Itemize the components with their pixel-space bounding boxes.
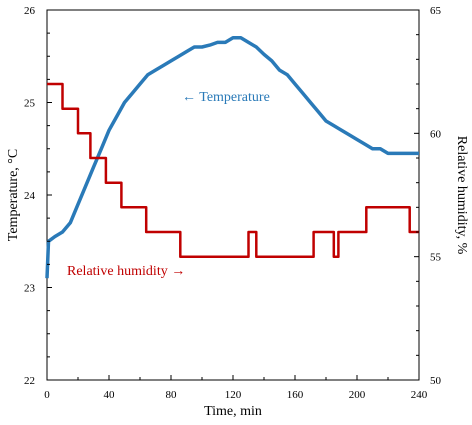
y-left-tick-label: 24 bbox=[24, 190, 36, 202]
plot-area bbox=[46, 9, 420, 381]
x-tick-label: 40 bbox=[104, 389, 116, 401]
temperature-series-line bbox=[45, 36, 419, 279]
humidity-annotation: Relative humidity → bbox=[67, 264, 185, 279]
axis-layer: 0 40 80 120 160 200 240 22 23 24 25 26 50 55 60 65 Time,… bbox=[6, 5, 469, 419]
x-axis-title: Time, min bbox=[204, 404, 262, 419]
y-right-axis-title: Relative humidity, % bbox=[454, 136, 469, 255]
y-right-tick-label: 65 bbox=[430, 5, 442, 17]
x-tick-label: 240 bbox=[411, 389, 428, 401]
series-layer bbox=[45, 36, 419, 279]
y-left-tick-label: 25 bbox=[24, 98, 36, 110]
y-right-tick-label: 55 bbox=[430, 252, 442, 264]
x-tick-label: 120 bbox=[225, 389, 242, 401]
humidity-series-line bbox=[47, 82, 419, 258]
y-left-axis-title: Temperature, °C bbox=[6, 149, 21, 241]
temperature-annotation: ← Temperature bbox=[182, 90, 270, 105]
y-right-tick-label: 50 bbox=[430, 375, 442, 387]
annotation-layer: ← Temperature Relative humidity → bbox=[67, 90, 270, 279]
x-tick-label: 80 bbox=[166, 389, 178, 401]
plot-frame bbox=[46, 9, 420, 381]
x-tick-label: 200 bbox=[349, 389, 366, 401]
y-left-tick-label: 22 bbox=[24, 375, 35, 387]
y-right-tick-label: 60 bbox=[430, 128, 442, 140]
y-left-tick-label: 26 bbox=[24, 5, 36, 17]
y-left-tick-label: 23 bbox=[24, 283, 36, 295]
x-tick-label: 160 bbox=[287, 389, 304, 401]
x-tick-label: 0 bbox=[44, 389, 50, 401]
